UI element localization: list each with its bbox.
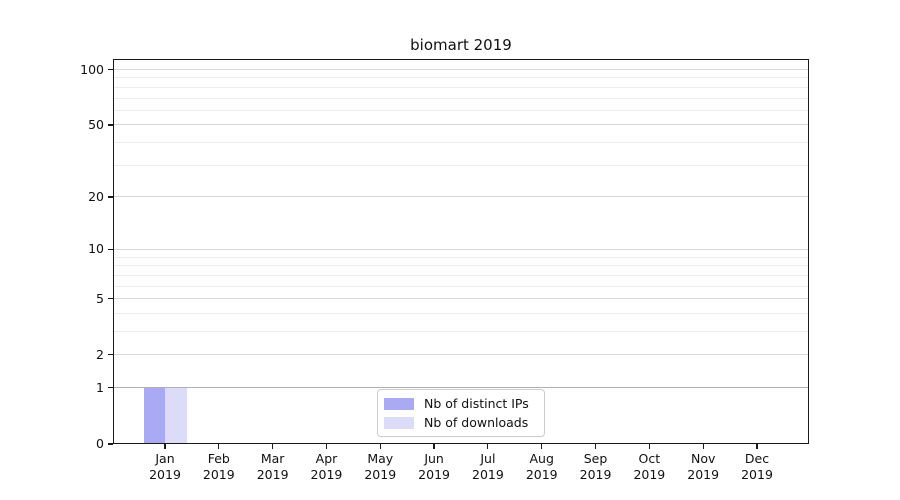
x-tick-year: 2019 (364, 466, 397, 482)
x-axis-tick-label: Jul 2019 (453, 451, 523, 482)
x-tick-month: Sep (583, 451, 608, 466)
gridline-major (113, 69, 809, 71)
gridline-minor (113, 312, 809, 314)
x-axis-tick-label: Jun 2019 (399, 451, 469, 482)
x-tick-year: 2019 (202, 466, 235, 482)
x-tick-year: 2019 (256, 466, 289, 482)
x-axis-tick (379, 444, 381, 449)
gridline-minor (113, 265, 809, 267)
x-axis-tick-label: Feb 2019 (184, 451, 254, 482)
x-tick-year: 2019 (687, 466, 720, 482)
x-axis-tick (433, 444, 435, 449)
bar-downloads (165, 387, 187, 444)
gridline-minor (113, 274, 809, 276)
x-axis-tick (164, 444, 166, 449)
x-tick-month: Jul (480, 451, 496, 466)
y-axis-tick (108, 248, 113, 251)
x-axis-tick-label: Nov 2019 (668, 451, 738, 482)
x-tick-month: Apr (315, 451, 338, 466)
x-axis-tick (272, 444, 274, 449)
y-axis-tick (108, 196, 113, 198)
y-axis-tick-label: 10 (88, 241, 104, 257)
y-axis-tick (108, 124, 113, 126)
x-tick-year: 2019 (310, 466, 343, 482)
y-axis-tick-label: 20 (88, 188, 104, 204)
x-tick-year: 2019 (418, 466, 450, 482)
x-axis-tick (594, 444, 597, 449)
gridline-major (113, 387, 809, 389)
gridline-minor (113, 109, 809, 111)
legend: Nb of distinct IPs Nb of downloads (377, 389, 545, 437)
x-tick-month: Jan (155, 451, 175, 466)
legend-item-downloads: Nb of downloads (384, 415, 536, 430)
x-axis-tick-label: Aug 2019 (507, 451, 577, 482)
x-axis-tick-label: Dec 2019 (722, 451, 792, 482)
x-tick-year: 2019 (149, 466, 181, 482)
y-axis-tick-label: 5 (96, 290, 104, 306)
gridline-minor (113, 285, 809, 287)
gridline-major (113, 124, 809, 126)
y-axis-tick (108, 354, 113, 356)
y-axis-tick (108, 443, 113, 445)
x-tick-year: 2019 (741, 466, 773, 482)
x-tick-year: 2019 (579, 466, 612, 482)
plot-border (113, 59, 809, 444)
x-axis-tick (702, 444, 704, 449)
legend-label-distinct-ips: Nb of distinct IPs (424, 396, 529, 411)
y-axis-tick (108, 68, 113, 71)
x-tick-year: 2019 (525, 466, 558, 482)
x-tick-month: May (367, 451, 394, 466)
x-axis-tick-label: Apr 2019 (291, 451, 361, 482)
gridline-major (113, 196, 809, 198)
x-axis-tick-label: Jan 2019 (130, 451, 200, 482)
x-axis-tick (487, 444, 489, 449)
x-tick-month: Nov (690, 451, 716, 466)
x-axis-tick (325, 444, 328, 449)
gridline-minor (113, 142, 809, 144)
y-axis-tick-label: 1 (96, 379, 104, 395)
x-axis-tick-label: Sep 2019 (561, 451, 631, 482)
gridline-minor (113, 164, 809, 166)
x-axis-tick (648, 444, 650, 449)
x-tick-month: Dec (744, 451, 770, 466)
gridline-minor (113, 331, 809, 333)
gridline-minor (113, 77, 809, 79)
gridline-minor (113, 86, 809, 88)
gridline-major (113, 354, 809, 356)
x-axis-tick-label: Mar 2019 (238, 451, 308, 482)
x-axis-tick-label: May 2019 (345, 451, 415, 482)
y-axis-tick-label: 50 (88, 116, 104, 132)
legend-swatch-downloads (384, 416, 414, 429)
x-axis-tick (756, 444, 758, 449)
gridline-major (113, 248, 809, 250)
y-axis-tick-label: 100 (80, 61, 104, 77)
x-axis-tick (541, 444, 543, 449)
x-tick-month: Oct (638, 451, 661, 466)
gridline-major (113, 298, 809, 300)
y-axis-tick-label: 2 (96, 346, 104, 362)
y-axis-tick (108, 387, 113, 389)
y-axis-tick-label: 0 (96, 436, 104, 451)
x-tick-month: Feb (207, 451, 230, 466)
x-tick-year: 2019 (633, 466, 666, 482)
x-axis-tick (218, 444, 220, 449)
legend-item-distinct-ips: Nb of distinct IPs (384, 396, 536, 411)
gridline-minor (113, 256, 809, 258)
x-tick-month: Jun (424, 451, 444, 466)
legend-label-downloads: Nb of downloads (424, 415, 529, 430)
bar-distinct-ips (143, 387, 165, 444)
x-tick-year: 2019 (472, 466, 504, 482)
gridline-minor (113, 97, 809, 99)
x-tick-month: Mar (260, 451, 285, 466)
x-axis-tick-label: Oct 2019 (614, 451, 684, 482)
y-axis-tick (108, 298, 113, 300)
legend-swatch-distinct-ips (384, 397, 414, 410)
x-tick-month: Aug (529, 451, 554, 466)
chart-title: biomart 2019 (410, 36, 512, 54)
